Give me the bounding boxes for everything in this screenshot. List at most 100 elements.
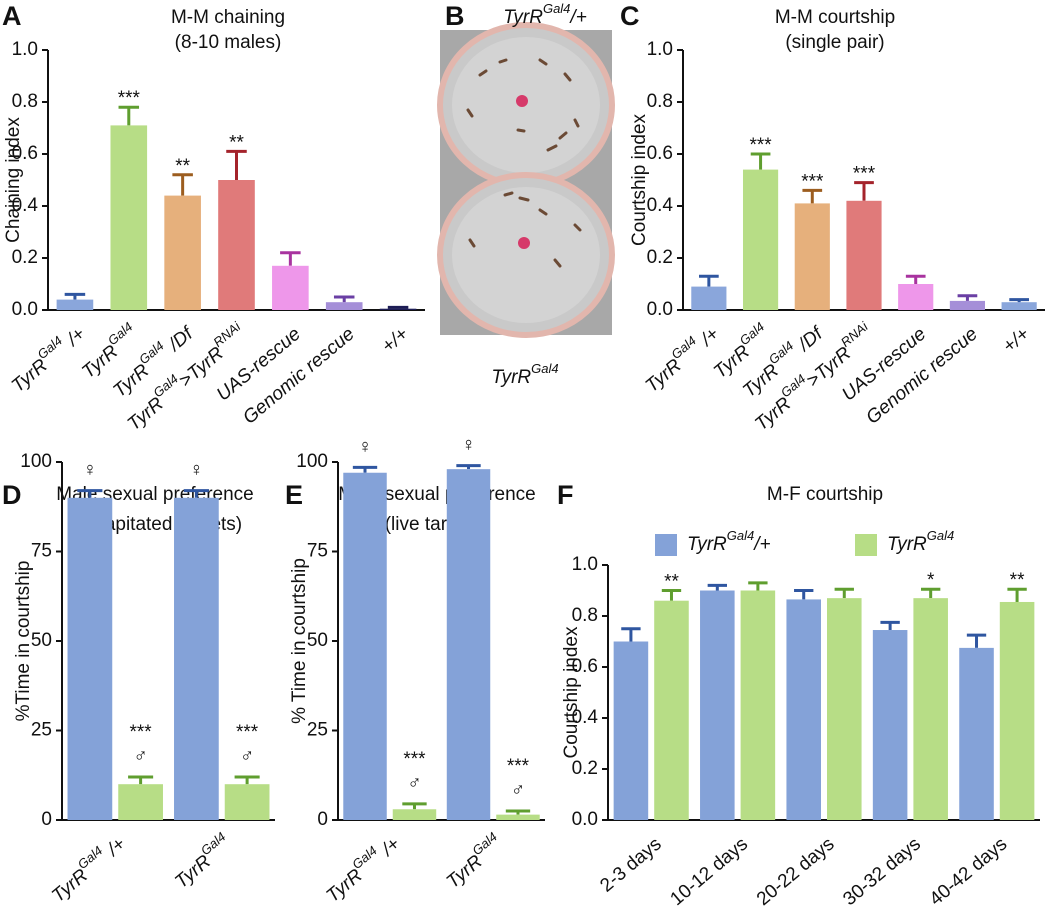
- y-tick-label: 100: [20, 451, 52, 472]
- y-tick-label: 0: [41, 809, 52, 830]
- label-part: /+: [568, 7, 586, 28]
- bar: [949, 300, 986, 310]
- superscript: Gal4: [543, 1, 570, 16]
- dot: [518, 237, 530, 249]
- error-bar: [854, 181, 874, 201]
- significance: ***: [236, 722, 259, 743]
- y-tick-label: 50: [307, 630, 328, 651]
- error-bar: [226, 149, 247, 180]
- y-tick-label: 0.6: [12, 143, 38, 164]
- label-part: /Df: [161, 322, 198, 358]
- error-bar: [77, 489, 103, 498]
- error-bar: [183, 489, 209, 498]
- panel-letter: B: [445, 1, 465, 31]
- error-bar: [621, 627, 641, 642]
- bar: [325, 302, 363, 310]
- x-tick-label: 30-32 days: [839, 834, 925, 910]
- x-tick-label: TyrRGal4 /+: [638, 319, 723, 396]
- panel-letter: A: [2, 1, 22, 31]
- bar: [392, 809, 437, 820]
- label-part: TyrR: [491, 367, 531, 388]
- bar: [740, 590, 776, 820]
- x-tick-label: 2-3 days: [596, 834, 665, 897]
- x-tick-label: TyrRGal4 /+: [4, 319, 89, 396]
- superscript: Gal4: [531, 361, 558, 376]
- y-axis-label: Courtship index: [561, 626, 582, 759]
- legend-label: TyrRGal4/+: [687, 528, 771, 555]
- y-tick-label: 0.8: [647, 91, 673, 112]
- label-part: +/+: [378, 324, 413, 358]
- x-tick-label: +/+: [999, 324, 1034, 358]
- bar: [786, 599, 821, 820]
- error-bar: [966, 633, 987, 648]
- dot: [516, 95, 528, 107]
- error-bar: [905, 274, 926, 284]
- label-part: /+: [374, 834, 404, 864]
- significance: **: [175, 156, 190, 177]
- legend-swatch: [855, 534, 877, 556]
- y-tick-label: 0.2: [647, 247, 673, 268]
- significance: ***: [130, 722, 153, 743]
- y-tick-label: 0.4: [12, 195, 39, 216]
- panel-letter: F: [557, 480, 574, 510]
- y-tick-label: 25: [31, 720, 52, 741]
- significance: ***: [801, 171, 824, 192]
- y-tick-label: 1.0: [572, 554, 598, 575]
- y-tick-label: 0.6: [647, 143, 673, 164]
- y-tick-label: 0.0: [12, 299, 38, 320]
- chart-title: M-F courtship: [767, 484, 883, 505]
- y-tick-label: 75: [31, 541, 52, 562]
- sex-symbol: ♂: [511, 780, 525, 801]
- error-bar: [750, 152, 771, 170]
- x-tick-label: 40-42 days: [926, 834, 1012, 910]
- label-part: TyrR: [887, 534, 927, 555]
- error-bar: [234, 775, 260, 785]
- x-tick-label: 20-22 days: [753, 834, 839, 910]
- y-tick-label: 0.6: [572, 656, 598, 677]
- y-axis-label: % Time in courtship: [289, 558, 310, 724]
- error-bar: [128, 775, 154, 785]
- bar: [872, 630, 908, 820]
- bar: [999, 601, 1035, 820]
- bar: [56, 299, 94, 310]
- y-tick-label: 50: [31, 630, 52, 651]
- x-tick-label: 10-12 days: [667, 834, 753, 910]
- significance: *: [927, 570, 935, 591]
- error-bar: [352, 465, 378, 473]
- bar: [898, 284, 934, 310]
- y-axis-label: Chaining index: [3, 117, 24, 243]
- panel-letter: C: [620, 1, 640, 31]
- bar: [654, 600, 689, 820]
- photo-label: TyrRGal4/+: [503, 1, 587, 28]
- y-tick-label: 0.0: [647, 299, 673, 320]
- bar: [164, 195, 201, 310]
- y-axis-label: %Time in courtship: [13, 561, 34, 722]
- y-tick-label: 0.0: [572, 809, 598, 830]
- sex-symbol: ♂: [133, 746, 147, 767]
- y-tick-label: 1.0: [647, 39, 673, 60]
- superscript: RNAi: [838, 319, 872, 351]
- label-part: +/+: [999, 324, 1034, 358]
- bar: [700, 590, 735, 820]
- error-bar: [402, 802, 427, 810]
- significance: **: [1010, 570, 1025, 591]
- significance: **: [664, 572, 679, 593]
- label-part: TyrR: [503, 7, 543, 28]
- y-tick-label: 0.8: [12, 91, 38, 112]
- y-tick-label: 0: [317, 809, 328, 830]
- label-part: /+: [693, 324, 723, 354]
- bar: [224, 784, 270, 820]
- sex-symbol: ♀: [189, 460, 203, 481]
- y-tick-label: 1.0: [12, 39, 38, 60]
- bar: [742, 169, 779, 310]
- error-bar: [172, 173, 193, 196]
- significance: ***: [507, 756, 530, 777]
- bar: [794, 203, 830, 310]
- y-tick-label: 75: [307, 541, 328, 562]
- x-tick-label: TyrRGal4: [168, 829, 237, 893]
- panel-letter: D: [2, 480, 22, 510]
- bar: [218, 180, 255, 310]
- x-tick-label: TyrRGal4 /+: [45, 829, 130, 906]
- bar: [343, 472, 387, 820]
